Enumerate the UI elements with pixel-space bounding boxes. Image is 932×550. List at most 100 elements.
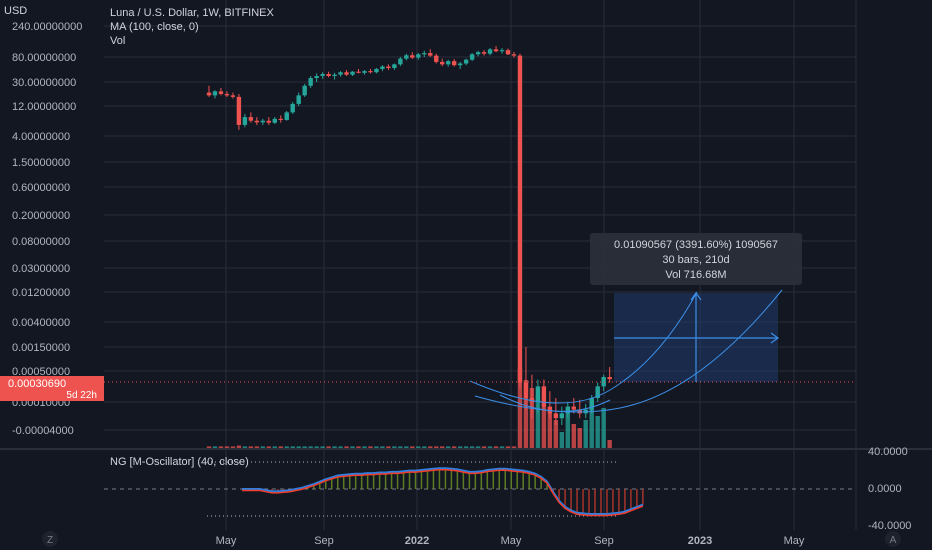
volume-bar [230, 446, 236, 448]
volume-bar [206, 446, 212, 448]
time-tick-label: 2023 [688, 535, 712, 547]
price-tick-label: 0.20000000 [12, 210, 70, 222]
volume-indicator-label[interactable]: Vol [110, 35, 125, 47]
volume-bar [559, 432, 565, 448]
volume-bar [242, 446, 248, 448]
price-tick-label: 0.00150000 [12, 342, 70, 354]
candle-body [451, 61, 457, 66]
volume-bar [541, 404, 547, 448]
candle-body [422, 53, 427, 55]
candle-body [565, 406, 570, 414]
volume-bar [314, 446, 319, 448]
candle-body [541, 386, 547, 407]
oscillator-axis-label: 40.0000 [868, 446, 908, 458]
candle-body [290, 103, 295, 113]
volume-bar [457, 446, 463, 448]
candle-body [487, 49, 493, 54]
candle-body [266, 120, 271, 123]
auto-scale-button-label: A [890, 535, 897, 546]
volume-bar [601, 408, 606, 448]
candle-body [440, 61, 445, 65]
volume-bar [493, 446, 499, 448]
candle-body [356, 71, 361, 73]
fan-curve-steep [469, 291, 698, 404]
candle-body [248, 117, 254, 121]
volume-bar [547, 412, 553, 448]
candle-body [523, 382, 529, 398]
currency-label: USD [4, 5, 27, 17]
candle-body [368, 71, 373, 73]
price-tick-label: 4.00000000 [12, 131, 70, 143]
candle-body [475, 52, 481, 55]
ma-indicator-label[interactable]: MA (100, close, 0) [110, 21, 199, 33]
price-tick-label: 0.00400000 [12, 317, 70, 329]
candle-body [547, 406, 553, 414]
volume-bar [344, 446, 349, 448]
candle-body [434, 55, 439, 62]
volume-bar [362, 446, 367, 448]
candle-body [224, 93, 230, 96]
auto-scale-button[interactable] [885, 531, 901, 547]
candle-body [362, 71, 367, 73]
volume-bar [422, 446, 427, 448]
candle-body [428, 53, 433, 56]
volume-bar [487, 446, 493, 448]
volume-bar [499, 446, 505, 448]
fan-curve-inner [499, 394, 611, 412]
candle-body [272, 118, 277, 123]
time-tick-label: May [784, 535, 805, 547]
volume-bar [278, 446, 283, 448]
measure-tooltip-line2: 30 bars, 210d [662, 254, 729, 266]
candle-body [481, 52, 487, 54]
time-tick-label: May [501, 535, 522, 547]
oscillator-pane [104, 461, 856, 517]
measure-tool[interactable] [614, 291, 780, 382]
volume-bar [272, 446, 277, 448]
candle-body [230, 95, 236, 97]
volume-bar [535, 396, 541, 448]
candle-body [416, 54, 421, 58]
measure-tooltip-line3: Vol 716.68M [665, 269, 726, 281]
volume-bar [332, 446, 337, 448]
volume-bar [350, 446, 355, 448]
time-tick-label: Sep [314, 535, 334, 547]
candle-body [499, 50, 505, 52]
candle-body [392, 64, 397, 68]
volume-bar [505, 446, 511, 448]
oscillator-label[interactable]: NG [M-Oscillator] (40, close) [110, 456, 249, 468]
price-tick-label: 0.01200000 [12, 287, 70, 299]
chart-title: Luna / U.S. Dollar, 1W, BITFINEX [110, 7, 274, 19]
candle-body [553, 413, 559, 419]
volume-bar [410, 446, 415, 448]
volume-bar [266, 446, 271, 448]
volume-bar [553, 420, 559, 448]
volume-bar [290, 446, 295, 448]
price-tick-label: 1.50000000 [12, 157, 70, 169]
volume-bar [368, 446, 373, 448]
volume-bar [571, 424, 576, 448]
candle-body [380, 66, 385, 69]
candle-body [529, 398, 535, 402]
drawn-curves[interactable] [469, 289, 783, 413]
volume-bar [434, 446, 439, 448]
volume-bar [224, 446, 230, 448]
volume-bar [440, 446, 445, 448]
candle-body [386, 66, 391, 68]
price-tick-label: 0.08000000 [12, 236, 70, 248]
volume-bar [446, 446, 451, 448]
volume-bar [236, 445, 242, 448]
volume-bar [308, 446, 313, 448]
candle-body [469, 54, 475, 60]
oscillator-line-blue [242, 467, 644, 515]
measure-arrowhead-right [770, 332, 780, 344]
candle-body [374, 68, 379, 73]
candle-body [242, 117, 248, 125]
candle-body [601, 376, 606, 387]
candle-body [607, 376, 612, 380]
measure-tooltip [590, 233, 802, 285]
volume-bar [577, 428, 582, 448]
candle-body [284, 112, 289, 120]
zoom-button[interactable] [42, 531, 58, 547]
